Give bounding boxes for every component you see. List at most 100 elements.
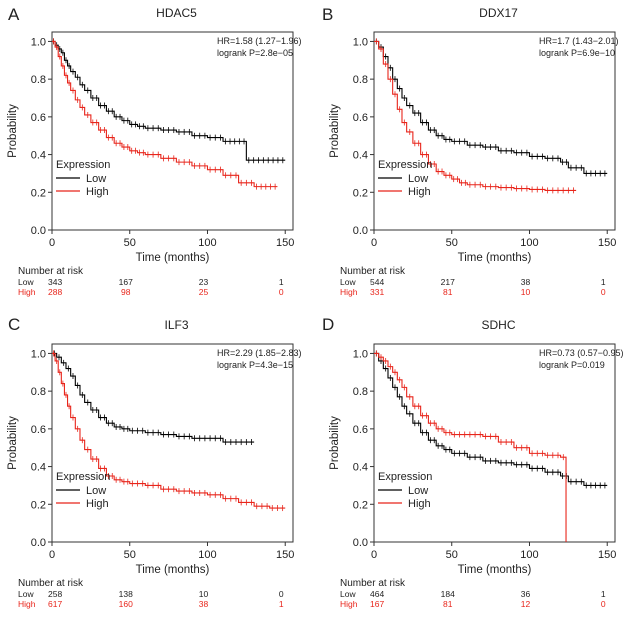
risk-value: 184 <box>441 589 455 599</box>
censor-marks-high <box>53 38 276 190</box>
risk-value: 0 <box>601 599 606 609</box>
y-tick-label: 0.8 <box>353 74 368 86</box>
risk-table-title: Number at risk <box>340 266 406 277</box>
legend-label-high: High <box>86 498 109 510</box>
x-axis-label: Time (months) <box>136 252 210 264</box>
x-tick-label: 150 <box>276 237 294 249</box>
risk-value: 217 <box>441 277 455 287</box>
risk-value: 167 <box>119 277 133 287</box>
x-tick-label: 0 <box>371 549 377 561</box>
risk-value: 98 <box>121 287 131 297</box>
logrank-annotation: logrank P=6.9e−10 <box>539 48 615 58</box>
legend-title: Expression <box>378 471 432 483</box>
y-tick-label: 0.2 <box>31 499 46 511</box>
hr-annotation: HR=0.73 (0.57−0.95) <box>539 348 624 358</box>
risk-row-label-low: Low <box>340 589 356 599</box>
risk-value: 10 <box>521 287 531 297</box>
km-panel-a: A HDAC5 0.0 0.2 0.4 0.6 0.8 1.0 0 50 100 150 Time (m… <box>7 5 302 297</box>
y-axis-label: Probability <box>329 416 341 470</box>
risk-table-title: Number at risk <box>18 266 84 277</box>
x-tick-label: 50 <box>446 549 458 561</box>
km-panel-d: D SDHC 0.0 0.2 0.4 0.6 0.8 1.0 0 50 100 150 Time (mo… <box>322 315 624 609</box>
km-curve-high <box>374 352 567 542</box>
legend-title: Expression <box>56 159 110 171</box>
x-tick-label: 100 <box>520 237 538 249</box>
x-tick-label: 100 <box>520 549 538 561</box>
risk-value: 38 <box>521 277 531 287</box>
y-tick-label: 0.8 <box>31 386 46 398</box>
plot-frame <box>373 31 616 231</box>
y-tick-label: 0.6 <box>353 424 368 436</box>
risk-value: 1 <box>601 277 606 287</box>
risk-value: 258 <box>48 589 62 599</box>
risk-row-label-high: High <box>18 599 36 609</box>
risk-table-title: Number at risk <box>340 578 406 589</box>
risk-value: 25 <box>199 287 209 297</box>
legend-title: Expression <box>378 159 432 171</box>
x-tick-label: 150 <box>598 237 616 249</box>
y-tick-label: 0.2 <box>31 187 46 199</box>
risk-value: 167 <box>370 599 384 609</box>
x-tick-label: 0 <box>49 549 55 561</box>
hr-annotation: HR=1.7 (1.43−2.01) <box>539 36 619 46</box>
logrank-annotation: logrank P=0.019 <box>539 360 605 370</box>
plot-frame <box>51 343 294 543</box>
y-axis-label: Probability <box>7 416 19 470</box>
y-tick-label: 1.0 <box>353 348 368 360</box>
risk-value: 288 <box>48 287 62 297</box>
y-tick-label: 1.0 <box>31 36 46 48</box>
km-curve-low <box>374 352 608 486</box>
km-curve-low <box>374 40 608 174</box>
y-tick-label: 0.6 <box>31 112 46 124</box>
risk-row-label-low: Low <box>340 277 356 287</box>
x-axis-label: Time (months) <box>136 564 210 576</box>
y-tick-label: 0.6 <box>353 112 368 124</box>
chart-title: ILF3 <box>164 318 188 332</box>
risk-row-label-high: High <box>18 287 36 297</box>
legend-label-low: Low <box>86 173 106 185</box>
y-tick-label: 0.2 <box>353 499 368 511</box>
x-tick-label: 50 <box>446 237 458 249</box>
risk-row-label-high: High <box>340 599 358 609</box>
legend-label-low: Low <box>408 173 428 185</box>
risk-value: 1 <box>279 277 284 287</box>
hr-annotation: HR=1.58 (1.27−1.96) <box>217 36 302 46</box>
x-tick-label: 100 <box>198 549 216 561</box>
y-tick-label: 1.0 <box>31 348 46 360</box>
plot-frame <box>373 343 616 543</box>
risk-value: 464 <box>370 589 384 599</box>
x-tick-label: 0 <box>49 237 55 249</box>
risk-table-title: Number at risk <box>18 578 84 589</box>
y-tick-label: 0.8 <box>31 74 46 86</box>
y-tick-label: 0.0 <box>31 225 46 237</box>
y-tick-label: 1.0 <box>353 36 368 48</box>
x-axis-label: Time (months) <box>458 252 532 264</box>
y-tick-label: 0.0 <box>353 537 368 549</box>
legend-label-low: Low <box>408 485 428 497</box>
risk-value: 0 <box>601 287 606 297</box>
x-tick-label: 150 <box>598 549 616 561</box>
y-tick-label: 0.4 <box>31 462 46 474</box>
logrank-annotation: logrank P=2.8e−05 <box>217 48 293 58</box>
risk-row-label-low: Low <box>18 589 34 599</box>
panel-letter: D <box>322 315 334 334</box>
risk-value: 1 <box>601 589 606 599</box>
censor-marks-high <box>375 350 564 461</box>
x-tick-label: 0 <box>371 237 377 249</box>
y-tick-label: 0.2 <box>353 187 368 199</box>
risk-value: 331 <box>370 287 384 297</box>
risk-value: 343 <box>48 277 62 287</box>
y-tick-label: 0.4 <box>31 150 46 162</box>
y-tick-label: 0.0 <box>31 537 46 549</box>
censor-marks-high <box>375 38 574 194</box>
y-tick-label: 0.8 <box>353 386 368 398</box>
censor-marks-low <box>53 350 252 446</box>
legend-label-high: High <box>86 186 109 198</box>
risk-row-label-high: High <box>340 287 358 297</box>
hr-annotation: HR=2.29 (1.85−2.83) <box>217 348 302 358</box>
risk-value: 0 <box>279 589 284 599</box>
risk-value: 81 <box>443 599 453 609</box>
km-curve-low <box>52 40 286 161</box>
x-tick-label: 50 <box>124 237 136 249</box>
